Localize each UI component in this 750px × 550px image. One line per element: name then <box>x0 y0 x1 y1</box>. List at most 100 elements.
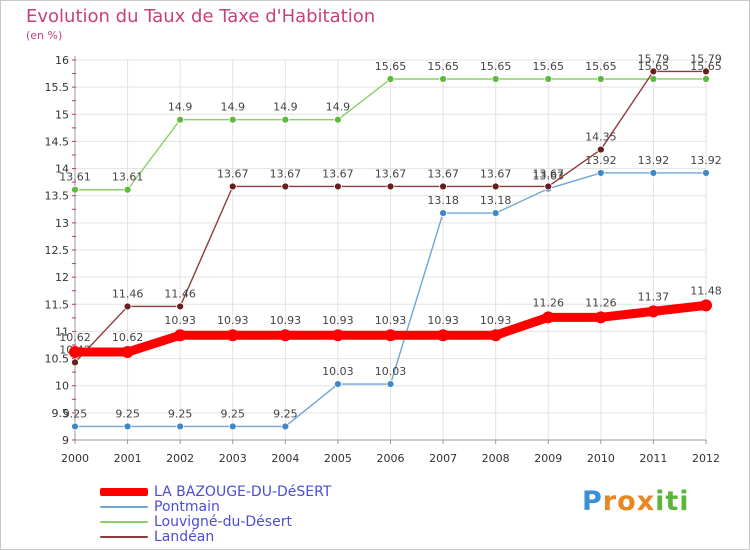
data-label: 9.25 <box>168 407 193 420</box>
x-tick-label: 2009 <box>534 452 562 465</box>
data-label: 13.61 <box>112 171 144 184</box>
data-point <box>702 169 710 177</box>
data-point <box>176 422 185 431</box>
data-point <box>437 329 450 342</box>
data-label: 13.67 <box>322 167 354 180</box>
data-label: 13.92 <box>638 154 670 167</box>
legend-item-louvigne[interactable]: Louvigné-du-Désert <box>100 514 331 530</box>
y-tick-label: 13 <box>55 217 69 230</box>
legend-label: Landéan <box>154 528 215 545</box>
data-point <box>281 182 290 191</box>
x-tick-label: 2004 <box>271 452 299 465</box>
data-label: 10.62 <box>59 331 91 344</box>
data-label: 13.67 <box>270 167 302 180</box>
data-point <box>331 329 344 342</box>
y-tick-label: 14.5 <box>45 135 70 148</box>
y-tick-label: 15 <box>55 108 69 121</box>
y-tick-label: 14 <box>55 163 69 176</box>
y-tick-label: 15.5 <box>45 81 70 94</box>
data-label: 13.67 <box>375 167 407 180</box>
data-label: 13.92 <box>585 154 617 167</box>
data-label: 13.61 <box>59 171 91 184</box>
x-tick-label: 2012 <box>692 452 720 465</box>
data-point <box>334 115 342 124</box>
x-tick-label: 2003 <box>219 452 247 465</box>
data-point <box>542 311 555 324</box>
x-tick-label: 2002 <box>166 452 194 465</box>
data-label: 9.25 <box>221 407 246 420</box>
legend: LA BAZOUGE-DU-DéSERT Pontmain Louvigné-d… <box>100 484 331 545</box>
data-label: 10.93 <box>322 314 354 327</box>
data-label: 15.65 <box>375 60 407 73</box>
data-label: 13.18 <box>427 194 459 207</box>
chart-title: Evolution du Taux de Taxe d'Habitation <box>26 6 376 27</box>
data-label: 15.79 <box>638 52 670 65</box>
legend-item-landean[interactable]: Landéan <box>100 528 331 545</box>
data-label: 13.92 <box>690 154 722 167</box>
legend-item-la-bazouge[interactable]: LA BAZOUGE-DU-DéSERT <box>100 484 331 500</box>
data-label: 10.93 <box>480 314 512 327</box>
data-label: 9.25 <box>115 407 140 420</box>
data-point <box>439 182 447 191</box>
y-tick-label: 16 <box>55 54 69 67</box>
data-point <box>176 302 185 311</box>
data-label: 14.9 <box>168 101 193 114</box>
data-label: 10.93 <box>375 314 407 327</box>
data-label: 10.93 <box>427 314 459 327</box>
data-label: 15.65 <box>533 60 565 73</box>
data-label: 13.67 <box>427 167 459 180</box>
data-point <box>594 311 607 324</box>
data-label: 10.03 <box>375 365 407 378</box>
data-point <box>226 329 239 342</box>
data-label: 15.79 <box>690 52 722 65</box>
y-tick-label: 11.5 <box>45 298 70 311</box>
data-label: 11.46 <box>164 287 196 300</box>
data-point <box>71 185 79 194</box>
data-point <box>386 75 395 83</box>
data-point <box>649 75 658 83</box>
data-point <box>491 209 500 217</box>
x-tick-label: 2006 <box>377 452 405 465</box>
data-point <box>386 182 395 191</box>
data-point <box>544 182 553 191</box>
data-label: 15.65 <box>638 60 670 73</box>
data-point <box>228 182 237 191</box>
data-point <box>228 115 237 124</box>
data-point <box>700 299 712 312</box>
y-tick-label: 10.5 <box>45 353 70 366</box>
data-label: 10.93 <box>270 314 302 327</box>
y-tick-label: 9.5 <box>52 407 70 420</box>
data-label: 14.9 <box>221 101 246 114</box>
data-point <box>123 422 132 431</box>
data-label: 13.67 <box>533 167 565 180</box>
data-label: 9.25 <box>63 407 88 420</box>
data-point <box>491 182 500 191</box>
x-tick-label: 2005 <box>324 452 352 465</box>
data-point <box>596 169 605 177</box>
data-label: 14.35 <box>585 131 617 144</box>
data-label: 11.26 <box>585 296 617 309</box>
data-label: 15.65 <box>585 60 617 73</box>
data-point <box>123 302 132 311</box>
data-label: 13.67 <box>217 167 249 180</box>
data-label: 14.9 <box>273 101 298 114</box>
legend-swatch-pontmain <box>100 505 148 508</box>
data-label: 13.18 <box>480 194 512 207</box>
data-point <box>279 329 292 342</box>
data-point <box>384 329 397 342</box>
data-point <box>281 422 290 431</box>
y-tick-label: 9 <box>62 434 69 447</box>
y-tick-label: 11 <box>55 325 69 338</box>
x-tick-label: 2008 <box>482 452 510 465</box>
data-point <box>439 209 447 217</box>
data-point <box>71 358 79 367</box>
legend-item-pontmain[interactable]: Pontmain <box>100 499 331 515</box>
data-point <box>596 145 605 154</box>
data-point <box>174 329 187 342</box>
x-tick-label: 2007 <box>429 452 457 465</box>
data-point <box>121 346 134 359</box>
data-point <box>647 305 660 318</box>
data-label: 10.93 <box>217 314 249 327</box>
y-tick-label: 13.5 <box>45 190 70 203</box>
data-label: 9.25 <box>273 407 298 420</box>
